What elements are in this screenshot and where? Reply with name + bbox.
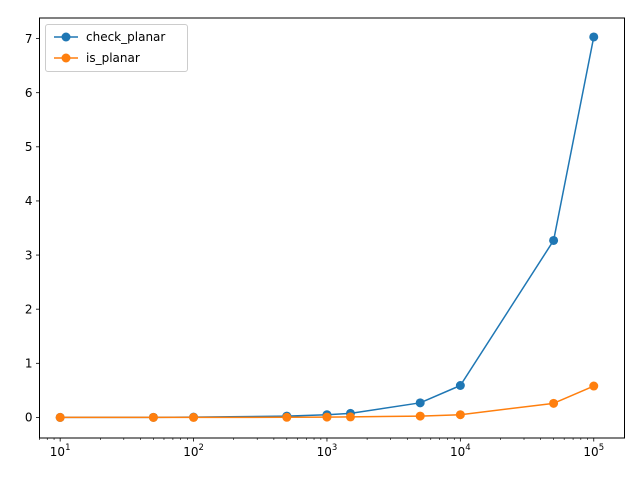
x-axis: 101 102 103 104 105 <box>39 438 604 459</box>
data-point-is-planar <box>345 412 355 422</box>
data-point-is-planar <box>455 410 465 420</box>
y-tick-label: 7 <box>25 32 33 46</box>
x-tick-exponent: 3 <box>332 443 337 453</box>
data-point-check-planar <box>549 235 559 245</box>
legend-box <box>45 24 188 72</box>
legend-marker-is-planar <box>61 53 71 63</box>
data-point-is-planar <box>189 412 199 422</box>
data-point-is-planar <box>549 398 559 408</box>
y-axis: 0 1 2 3 4 5 6 7 <box>25 32 40 425</box>
data-point-is-planar <box>148 412 158 422</box>
x-tick-label: 105 <box>583 443 604 459</box>
plot-area-frame <box>39 17 625 439</box>
x-tick-base: 10 <box>183 445 198 459</box>
x-tick-base: 10 <box>50 445 65 459</box>
x-tick-exponent: 4 <box>465 443 470 453</box>
legend-label-check-planar: check_planar <box>86 30 165 44</box>
data-point-is-planar <box>322 412 332 422</box>
x-tick-label: 102 <box>183 443 204 459</box>
x-tick-label: 101 <box>50 443 71 459</box>
x-tick-exponent: 2 <box>198 443 203 453</box>
y-tick-label: 3 <box>25 248 33 262</box>
y-tick-label: 5 <box>25 140 33 154</box>
y-tick-label: 0 <box>25 411 33 425</box>
x-tick-exponent: 5 <box>599 443 604 453</box>
data-point-is-planar <box>589 381 599 391</box>
data-point-check-planar <box>589 32 599 42</box>
data-point-is-planar <box>415 411 425 421</box>
x-tick-base: 10 <box>583 445 598 459</box>
y-tick-label: 4 <box>25 194 33 208</box>
data-point-check-planar <box>455 381 465 390</box>
y-tick-label: 2 <box>25 302 33 316</box>
legend: check_planar is_planar <box>45 24 188 72</box>
x-tick-base: 10 <box>450 445 465 459</box>
x-tick-label: 103 <box>317 443 338 459</box>
legend-marker-check-planar <box>61 32 71 42</box>
data-point-is-planar <box>282 412 292 422</box>
y-tick-label: 1 <box>25 357 33 371</box>
x-tick-label: 104 <box>450 443 471 459</box>
legend-label-is-planar: is_planar <box>86 51 140 65</box>
y-tick-label: 6 <box>25 86 33 100</box>
data-point-is-planar <box>55 412 65 422</box>
x-tick-base: 10 <box>317 445 332 459</box>
x-tick-exponent: 1 <box>65 443 70 453</box>
series-line-is-planar <box>60 385 595 419</box>
data-point-check-planar <box>415 398 425 408</box>
series-layer <box>55 32 599 422</box>
